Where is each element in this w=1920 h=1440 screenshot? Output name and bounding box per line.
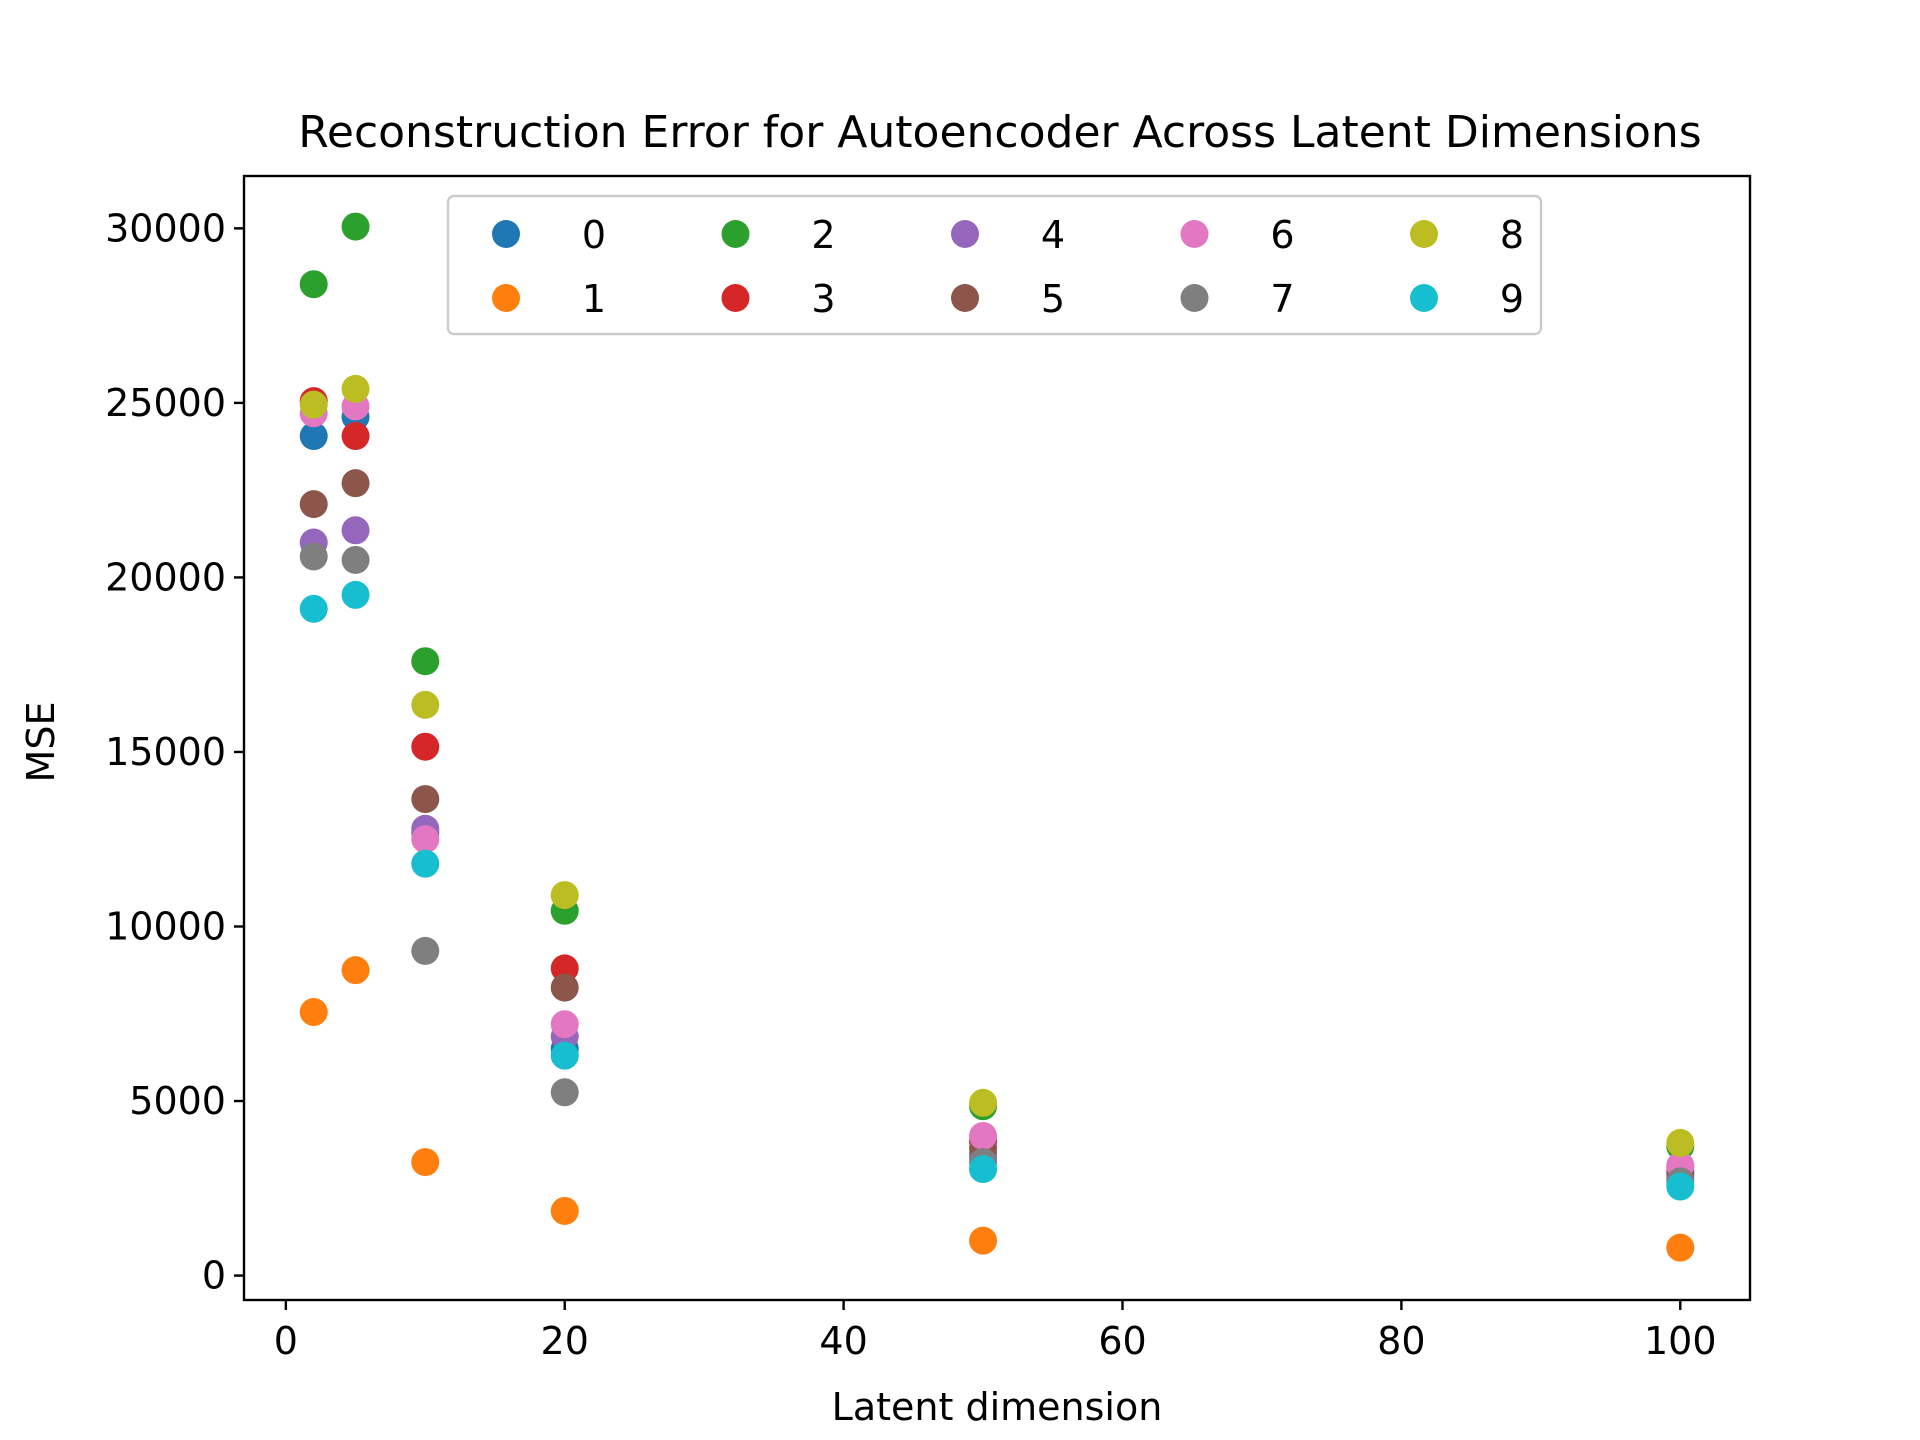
y-tick-label: 0 xyxy=(202,1254,226,1298)
data-point-2 xyxy=(299,270,328,299)
y-tick-label: 5000 xyxy=(129,1079,226,1123)
data-point-5 xyxy=(550,973,579,1002)
data-point-4 xyxy=(341,516,370,545)
legend-label: 8 xyxy=(1500,213,1524,257)
legend-marker-3 xyxy=(721,284,750,312)
data-point-1 xyxy=(299,998,328,1027)
legend-marker-9 xyxy=(1410,284,1438,312)
data-point-8 xyxy=(1666,1128,1695,1157)
data-point-7 xyxy=(341,545,370,574)
legend-label: 5 xyxy=(1041,277,1065,321)
x-tick-label: 60 xyxy=(1098,1319,1146,1363)
legend-label: 0 xyxy=(582,213,606,257)
legend-box xyxy=(446,194,1543,336)
y-tick-label: 25000 xyxy=(105,381,226,425)
data-point-3 xyxy=(550,954,579,983)
legend: 0 1 2 3 4 5 6 7 8 9 xyxy=(446,194,1543,336)
legend-label: 6 xyxy=(1270,213,1294,257)
x-tick-label: 0 xyxy=(274,1319,298,1363)
axes-frame xyxy=(242,174,1752,1302)
data-point-1 xyxy=(1666,1233,1695,1262)
x-axis: 0 20 40 60 80 100 xyxy=(274,1300,1717,1363)
x-tick-label: 100 xyxy=(1644,1319,1717,1363)
data-point-7 xyxy=(550,1078,579,1107)
data-point-2 xyxy=(411,647,440,676)
y-tick-label: 20000 xyxy=(105,555,226,599)
legend-label: 4 xyxy=(1041,213,1065,257)
data-point-9 xyxy=(550,1041,579,1070)
data-point-1 xyxy=(550,1196,579,1225)
legend-marker-7 xyxy=(1180,284,1209,312)
legend-marker-0 xyxy=(492,220,520,248)
legend-label: 1 xyxy=(582,277,606,321)
legend-label: 3 xyxy=(811,277,835,321)
data-point-8 xyxy=(550,881,579,910)
legend-label: 9 xyxy=(1500,277,1524,321)
y-axis-label: MSE xyxy=(19,702,63,783)
data-point-7 xyxy=(411,936,440,965)
data-point-8 xyxy=(299,390,328,419)
data-point-9 xyxy=(1666,1172,1695,1201)
x-tick-label: 80 xyxy=(1377,1319,1425,1363)
data-point-3 xyxy=(411,732,440,761)
data-point-9 xyxy=(969,1155,998,1184)
x-tick-label: 20 xyxy=(541,1319,589,1363)
data-point-1 xyxy=(341,956,370,985)
data-point-9 xyxy=(341,580,370,609)
y-tick-label: 10000 xyxy=(105,904,226,948)
x-axis-label: Latent dimension xyxy=(832,1385,1163,1429)
legend-marker-2 xyxy=(721,220,750,248)
legend-marker-8 xyxy=(1410,220,1438,248)
data-point-1 xyxy=(969,1226,998,1255)
data-point-8 xyxy=(341,374,370,403)
data-point-5 xyxy=(341,469,370,498)
plot-points xyxy=(299,212,1695,1262)
data-point-0 xyxy=(299,422,328,451)
y-axis: 0 5000 10000 15000 20000 25000 30000 xyxy=(105,206,244,1298)
legend-marker-4 xyxy=(951,220,979,248)
data-point-3 xyxy=(341,422,370,451)
data-point-6 xyxy=(969,1121,998,1150)
legend-marker-5 xyxy=(951,284,979,312)
chart-title: Reconstruction Error for Autoencoder Acr… xyxy=(298,107,1701,158)
data-point-9 xyxy=(411,849,440,878)
data-point-6 xyxy=(550,1010,579,1039)
legend-label: 7 xyxy=(1270,277,1294,321)
data-point-2 xyxy=(341,212,370,241)
legend-marker-6 xyxy=(1180,220,1209,248)
data-point-5 xyxy=(411,785,440,814)
data-point-1 xyxy=(411,1148,440,1177)
legend-marker-1 xyxy=(492,284,520,312)
legend-label: 2 xyxy=(811,213,835,257)
data-point-5 xyxy=(299,490,328,519)
data-point-9 xyxy=(299,594,328,623)
x-tick-label: 40 xyxy=(819,1319,867,1363)
data-point-6 xyxy=(411,825,440,854)
data-point-8 xyxy=(411,690,440,719)
y-tick-label: 30000 xyxy=(105,206,226,250)
data-point-8 xyxy=(969,1088,998,1117)
y-tick-label: 15000 xyxy=(105,730,226,774)
data-point-7 xyxy=(299,542,328,571)
